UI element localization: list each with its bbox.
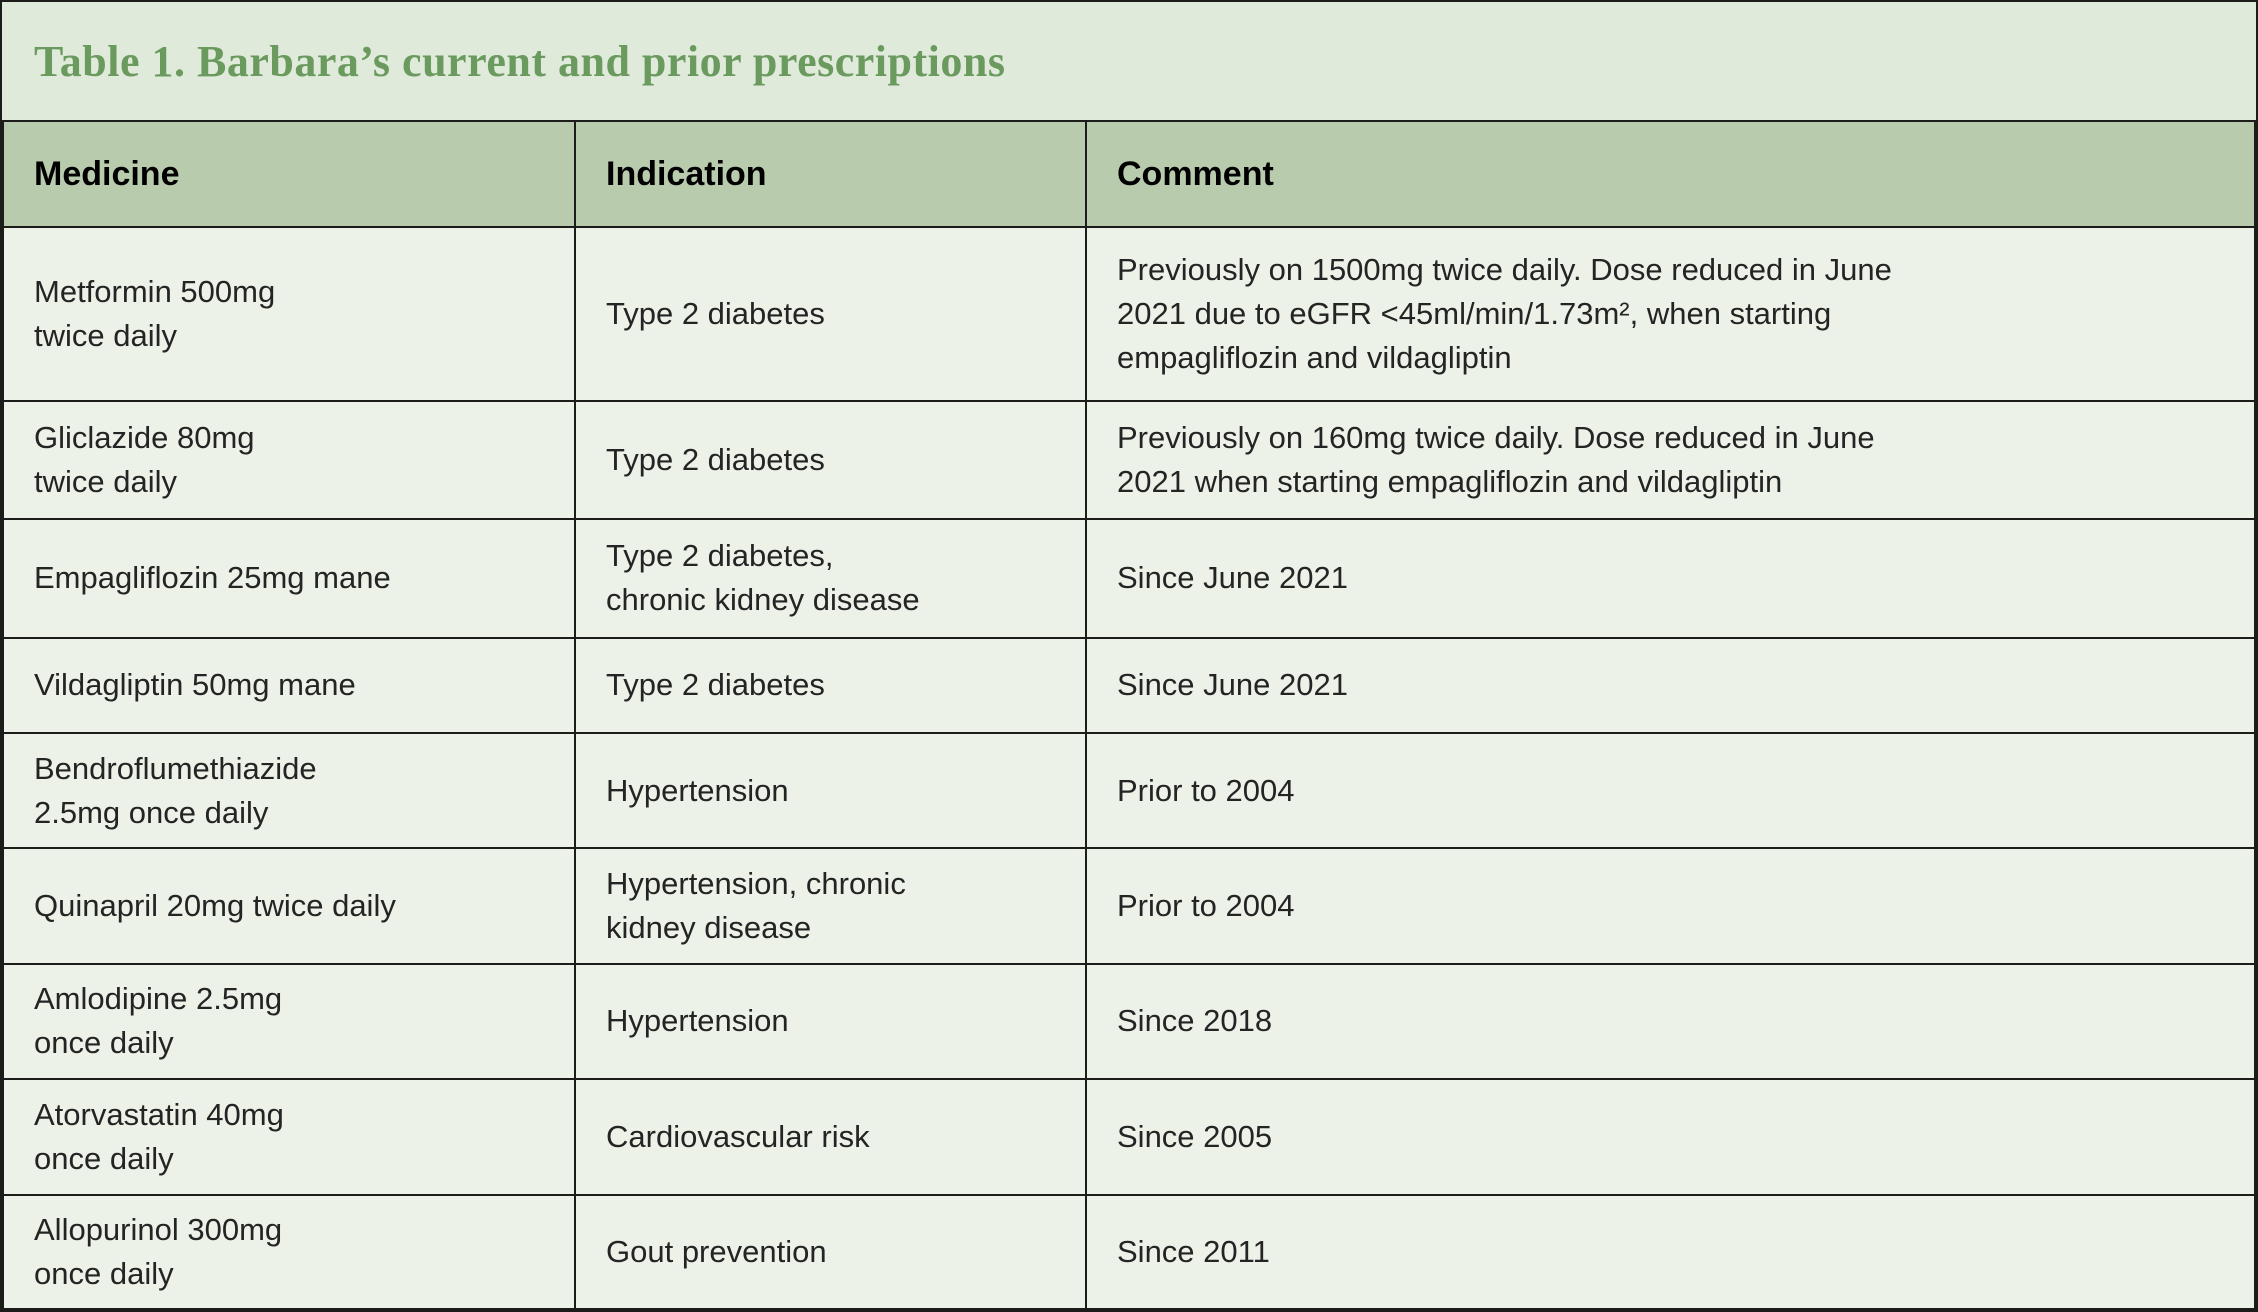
cell-indication: Cardiovascular risk <box>574 1078 1087 1196</box>
table-row: Atorvastatin 40mg once daily Cardiovascu… <box>2 1078 2256 1196</box>
cell-indication: Hypertension, chronic kidney disease <box>574 847 1087 965</box>
cell-comment: Previously on 1500mg twice daily. Dose r… <box>1085 226 2256 402</box>
cell-indication: Type 2 diabetes <box>574 226 1087 402</box>
column-header-comment: Comment <box>1085 120 2256 228</box>
table-row: Vildagliptin 50mg mane Type 2 diabetes S… <box>2 636 2256 734</box>
cell-medicine: Bendroflumethiazide 2.5mg once daily <box>2 731 576 850</box>
cell-indication: Type 2 diabetes <box>574 399 1087 521</box>
cell-medicine: Metformin 500mg twice daily <box>2 226 576 402</box>
cell-indication: Hypertension <box>574 731 1087 850</box>
table-header-row: Medicine Indication Comment <box>2 120 2256 228</box>
cell-comment: Since 2018 <box>1085 962 2256 1081</box>
cell-comment: Prior to 2004 <box>1085 847 2256 965</box>
cell-medicine: Allopurinol 300mg once daily <box>2 1193 576 1310</box>
cell-medicine: Vildagliptin 50mg mane <box>2 636 576 734</box>
table-row: Amlodipine 2.5mg once daily Hypertension… <box>2 962 2256 1081</box>
column-header-medicine: Medicine <box>2 120 576 228</box>
table-row: Bendroflumethiazide 2.5mg once daily Hyp… <box>2 731 2256 850</box>
cell-comment: Previously on 160mg twice daily. Dose re… <box>1085 399 2256 521</box>
table-row: Gliclazide 80mg twice daily Type 2 diabe… <box>2 399 2256 521</box>
cell-comment: Since June 2021 <box>1085 636 2256 734</box>
cell-medicine: Quinapril 20mg twice daily <box>2 847 576 965</box>
prescriptions-table: Medicine Indication Comment Metformin 50… <box>2 120 2256 1310</box>
cell-indication: Type 2 diabetes <box>574 636 1087 734</box>
cell-comment: Prior to 2004 <box>1085 731 2256 850</box>
cell-indication: Gout prevention <box>574 1193 1087 1310</box>
title-band: Table 1. Barbara’s current and prior pre… <box>2 2 2256 120</box>
cell-indication: Type 2 diabetes, chronic kidney disease <box>574 518 1087 639</box>
cell-comment: Since 2005 <box>1085 1078 2256 1196</box>
table-row: Allopurinol 300mg once daily Gout preven… <box>2 1193 2256 1310</box>
cell-medicine: Amlodipine 2.5mg once daily <box>2 962 576 1081</box>
cell-comment: Since 2011 <box>1085 1193 2256 1310</box>
table-row: Metformin 500mg twice daily Type 2 diabe… <box>2 226 2256 402</box>
cell-medicine: Atorvastatin 40mg once daily <box>2 1078 576 1196</box>
table-row: Quinapril 20mg twice daily Hypertension,… <box>2 847 2256 965</box>
cell-indication: Hypertension <box>574 962 1087 1081</box>
table-title: Table 1. Barbara’s current and prior pre… <box>34 36 1006 86</box>
cell-medicine: Empagliflozin 25mg mane <box>2 518 576 639</box>
column-header-indication: Indication <box>574 120 1087 228</box>
table-row: Empagliflozin 25mg mane Type 2 diabetes,… <box>2 518 2256 639</box>
cell-comment: Since June 2021 <box>1085 518 2256 639</box>
cell-medicine: Gliclazide 80mg twice daily <box>2 399 576 521</box>
